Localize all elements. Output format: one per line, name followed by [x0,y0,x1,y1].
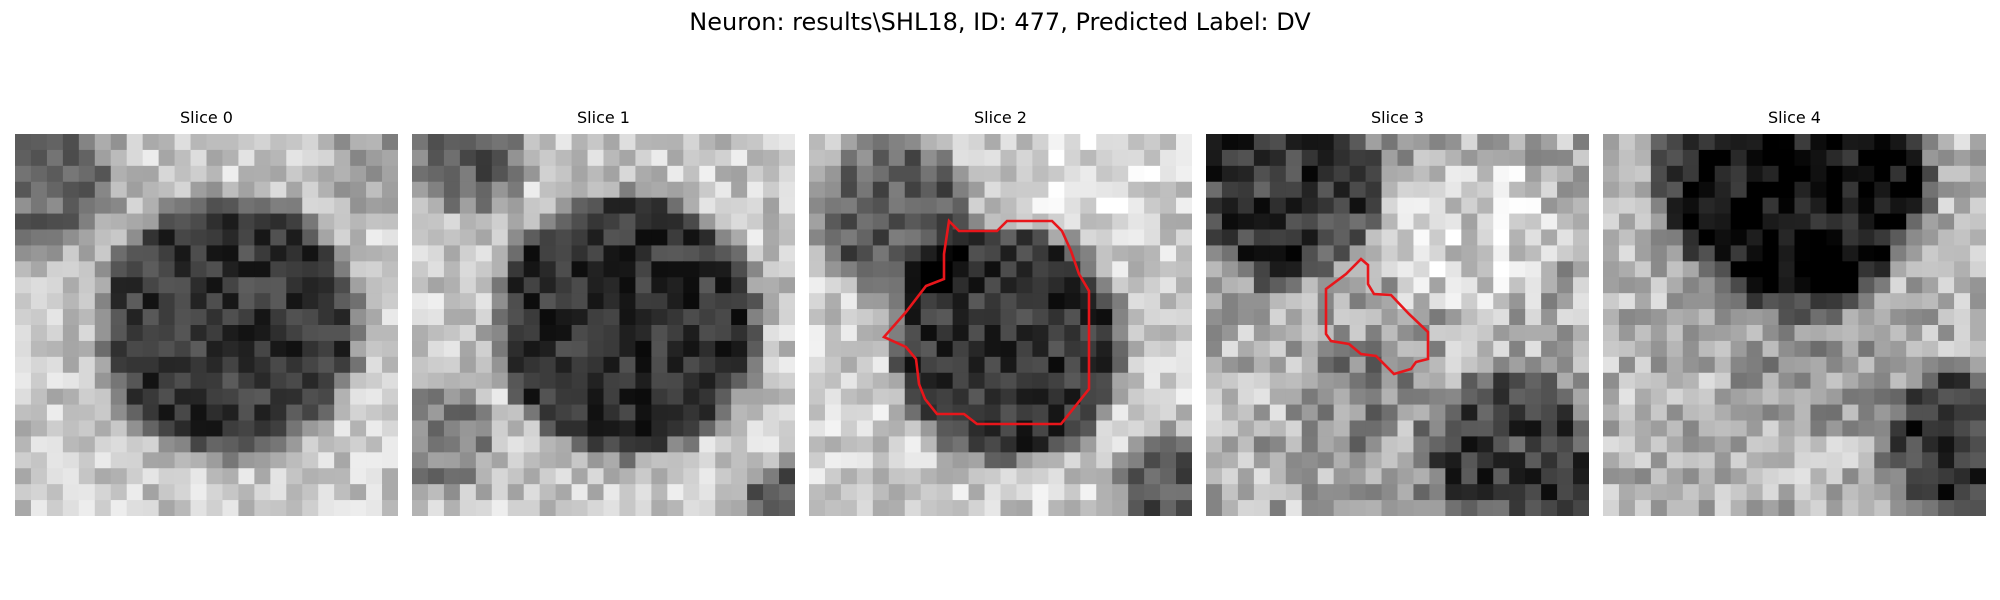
segmentation-contour [881,218,1091,426]
slice-image-2 [809,134,1192,516]
slice-image-0 [15,134,398,516]
slice-panel-1: Slice 1 [412,108,795,516]
slice-panel-2: Slice 2 [809,108,1192,516]
segmentation-contour [1324,257,1430,376]
slice-image-4 [1603,134,1986,516]
slice-title: Slice 1 [577,108,630,127]
slice-title: Slice 0 [180,108,233,127]
slice-image-1 [412,134,795,516]
slice-title: Slice 2 [974,108,1027,127]
slice-title: Slice 4 [1768,108,1821,127]
slice-panel-0: Slice 0 [15,108,398,516]
slice-image-3 [1206,134,1589,516]
slice-title: Slice 3 [1371,108,1424,127]
figure-title: Neuron: results\SHL18, ID: 477, Predicte… [689,8,1311,36]
slice-panel-4: Slice 4 [1603,108,1986,516]
slice-panel-3: Slice 3 [1206,108,1589,516]
